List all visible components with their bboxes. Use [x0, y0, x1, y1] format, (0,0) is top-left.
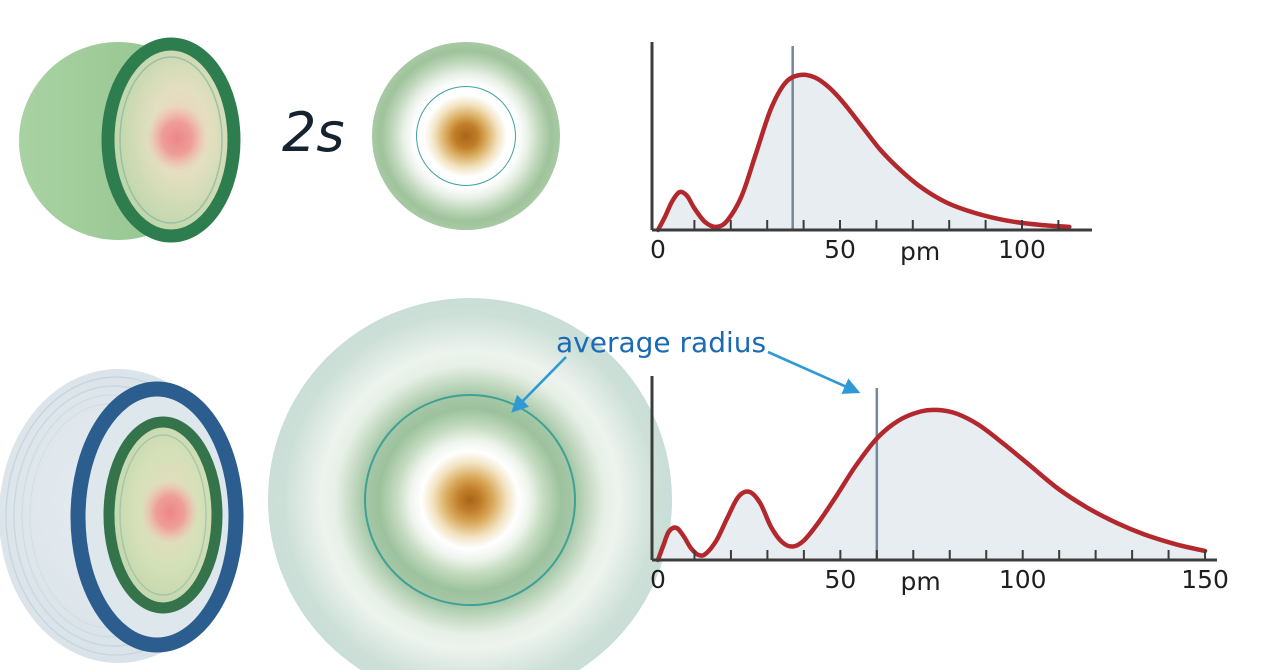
orbital-3d-model-3s: [0, 369, 244, 663]
rdf-area: [658, 74, 1070, 231]
axis-unit-label: pm: [900, 237, 940, 266]
tick-label: 150: [1181, 565, 1229, 594]
radial-probability-chart-3s: 0 50 100 150 pm: [650, 376, 1229, 596]
average-radius-label: average radius: [556, 326, 767, 359]
tick-label: 0: [650, 235, 666, 264]
rdf-curve: [655, 72, 1072, 233]
tick-label: 100: [999, 565, 1047, 594]
tick-label: 50: [824, 235, 856, 264]
tick-label: 50: [824, 565, 856, 594]
inner-node-ring: [119, 434, 207, 596]
nucleus: [142, 480, 198, 544]
orbital-3d-model-2s: [19, 37, 241, 243]
inner-node-ring: [119, 56, 223, 224]
orbital-label-2s: 2s: [282, 101, 345, 164]
radial-probability-chart-2s: 0 50 100 pm: [650, 42, 1092, 266]
tick-label: 0: [650, 565, 666, 594]
rdf-area: [658, 409, 1205, 560]
average-radius-circle-3s: [364, 394, 576, 606]
tick-label: 100: [998, 235, 1046, 264]
orbital-cross-section-3s: [268, 298, 672, 670]
average-radius-circle-2s: [416, 86, 516, 186]
orbital-cross-section-2s: [372, 42, 560, 230]
nucleus: [147, 105, 207, 171]
axis-unit-label: pm: [900, 567, 940, 596]
